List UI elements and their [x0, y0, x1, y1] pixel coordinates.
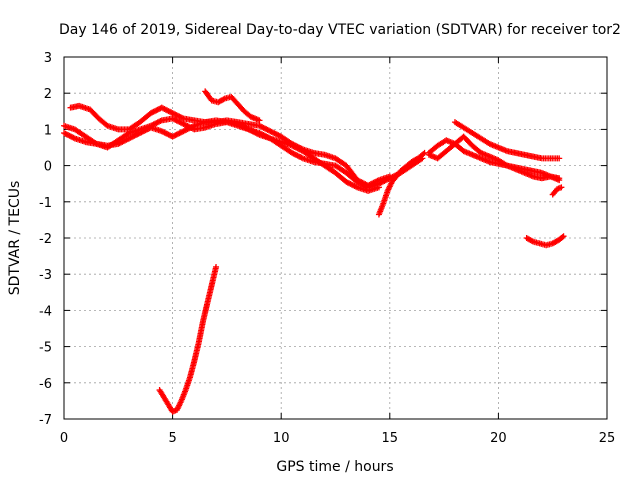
- series-track-h: [451, 119, 563, 162]
- series-track-e: [375, 149, 428, 218]
- data-point: [420, 151, 427, 158]
- data-point: [559, 234, 566, 241]
- data-point: [528, 237, 535, 244]
- data-point: [558, 184, 565, 191]
- grid-lines: [64, 57, 607, 419]
- chart-title: Day 146 of 2019, Sidereal Day-to-day VTE…: [59, 22, 621, 38]
- y-axis-ticks: 3 2 1 0 -1 -2 -3 -4 -5 -6 -7: [39, 51, 607, 428]
- data-point: [560, 233, 567, 240]
- y-tick-label: 1: [44, 123, 52, 138]
- series-track-g: [425, 137, 563, 182]
- data-point: [375, 184, 382, 191]
- series-track-j: [523, 233, 567, 249]
- y-tick-label: -6: [39, 377, 52, 392]
- x-axis-label: GPS time / hours: [276, 459, 393, 475]
- x-tick-label: 25: [599, 431, 616, 446]
- y-tick-label: -7: [39, 413, 52, 428]
- data-point: [256, 117, 263, 124]
- y-tick-label: 3: [44, 51, 52, 66]
- y-tick-label: -5: [39, 341, 52, 356]
- x-tick-label: 5: [168, 431, 176, 446]
- data-points: [61, 88, 567, 415]
- y-tick-label: -1: [39, 196, 52, 211]
- series-track-d: [202, 88, 263, 124]
- y-tick-label: 2: [44, 87, 52, 102]
- y-tick-label: 0: [44, 160, 52, 175]
- x-tick-label: 10: [273, 431, 290, 446]
- y-tick-label: -2: [39, 232, 52, 247]
- x-tick-label: 0: [60, 431, 68, 446]
- data-point: [220, 96, 227, 103]
- x-tick-label: 15: [382, 431, 399, 446]
- data-point: [386, 173, 393, 180]
- y-tick-label: -4: [39, 304, 52, 319]
- data-point: [556, 155, 563, 162]
- series-track-i: [549, 184, 565, 198]
- x-axis-ticks: 0 5 10 15 20 25: [60, 57, 615, 446]
- y-tick-label: -3: [39, 268, 52, 283]
- x-tick-label: 20: [490, 431, 507, 446]
- series-track-c: [61, 115, 382, 194]
- y-axis-label: SDTVAR / TECUs: [7, 181, 23, 296]
- data-point: [213, 263, 220, 270]
- series-track-b: [67, 102, 393, 189]
- data-point: [556, 175, 563, 182]
- series-track-k: [156, 263, 220, 415]
